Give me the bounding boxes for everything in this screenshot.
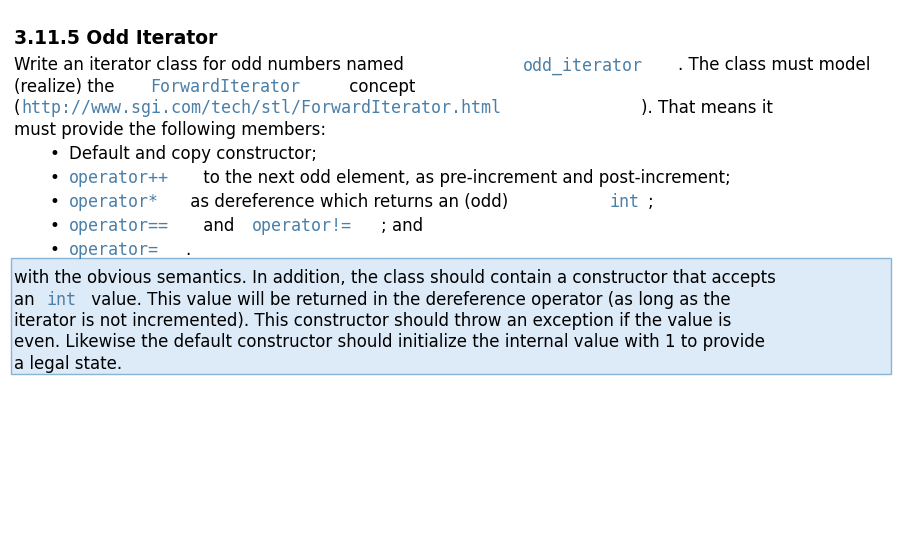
Text: even. Likewise the default constructor should initialize the internal value with: even. Likewise the default constructor s… bbox=[14, 333, 765, 352]
Text: operator==: operator== bbox=[69, 217, 170, 235]
Text: a legal state.: a legal state. bbox=[14, 355, 122, 373]
Text: iterator is not incremented). This constructor should throw an exception if the : iterator is not incremented). This const… bbox=[14, 312, 731, 330]
Text: . The class must model: . The class must model bbox=[678, 56, 870, 75]
Text: .: . bbox=[185, 241, 190, 259]
Text: must provide the following members:: must provide the following members: bbox=[14, 121, 326, 139]
Text: •: • bbox=[50, 169, 65, 187]
FancyBboxPatch shape bbox=[11, 258, 891, 374]
Text: operator++: operator++ bbox=[69, 169, 170, 187]
Text: ). That means it: ). That means it bbox=[641, 99, 773, 117]
Text: Default and copy constructor;: Default and copy constructor; bbox=[69, 145, 318, 163]
Text: and: and bbox=[198, 217, 240, 235]
Text: to the next odd element, as pre-increment and post-increment;: to the next odd element, as pre-incremen… bbox=[198, 169, 731, 187]
Text: odd_iterator: odd_iterator bbox=[523, 56, 643, 75]
Text: value. This value will be returned in the dereference operator (as long as the: value. This value will be returned in th… bbox=[86, 291, 731, 309]
Text: concept: concept bbox=[344, 78, 415, 96]
Text: as dereference which returns an (odd): as dereference which returns an (odd) bbox=[185, 193, 514, 211]
Text: int: int bbox=[609, 193, 640, 211]
Text: •: • bbox=[50, 193, 65, 211]
Text: Write an iterator class for odd numbers named: Write an iterator class for odd numbers … bbox=[14, 56, 409, 75]
Text: 3.11.5 Odd Iterator: 3.11.5 Odd Iterator bbox=[14, 29, 216, 48]
Text: http://www.sgi.com/tech/stl/ForwardIterator.html: http://www.sgi.com/tech/stl/ForwardItera… bbox=[22, 99, 502, 117]
Text: ForwardIterator: ForwardIterator bbox=[150, 78, 300, 96]
Text: int: int bbox=[47, 291, 77, 309]
Text: •: • bbox=[50, 241, 65, 259]
Text: operator!=: operator!= bbox=[252, 217, 352, 235]
Text: ;: ; bbox=[648, 193, 654, 211]
Text: with the obvious semantics. In addition, the class should contain a constructor : with the obvious semantics. In addition,… bbox=[14, 269, 776, 287]
Text: (: ( bbox=[14, 99, 20, 117]
Text: ; and: ; and bbox=[381, 217, 423, 235]
Text: operator=: operator= bbox=[69, 241, 159, 259]
Text: (realize) the: (realize) the bbox=[14, 78, 119, 96]
Text: operator*: operator* bbox=[69, 193, 159, 211]
Text: an: an bbox=[14, 291, 40, 309]
Text: •: • bbox=[50, 145, 65, 163]
Text: •: • bbox=[50, 217, 65, 235]
